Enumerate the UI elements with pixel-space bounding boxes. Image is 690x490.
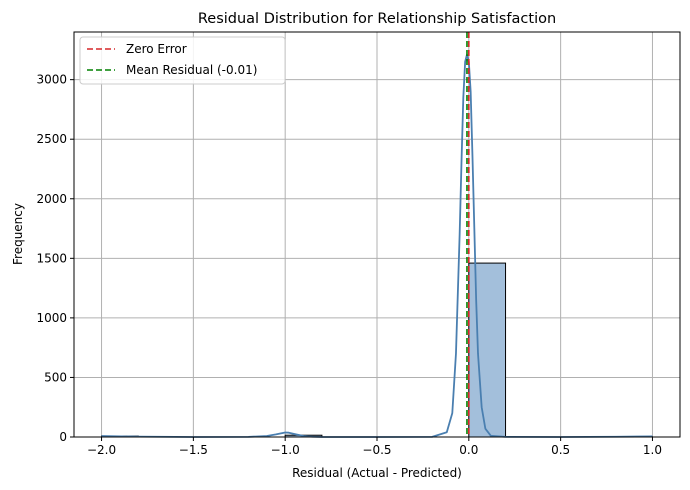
x-tick-label: −1.5 (179, 443, 208, 457)
reference-lines (466, 32, 470, 437)
kde-curve (101, 53, 653, 438)
legend-label: Zero Error (126, 42, 187, 56)
x-tick-label: −0.5 (362, 443, 391, 457)
legend: Zero Error Mean Residual (-0.01) (79, 36, 286, 85)
chart-title: Residual Distribution for Relationship S… (198, 11, 556, 27)
y-tick-label: 2500 (36, 132, 67, 146)
kde-line (101, 53, 653, 438)
legend-box (79, 36, 286, 85)
grid-lines (74, 32, 680, 438)
x-tick-label: −2.0 (87, 443, 116, 457)
y-tick-label: 3000 (36, 73, 67, 87)
y-tick-label: 1000 (36, 311, 67, 325)
y-tick-label: 2000 (36, 192, 67, 206)
y-axis-label: Frequency (11, 203, 25, 265)
y-axis-ticks: 0 500 1000 1500 2000 2500 3000 (36, 73, 74, 444)
legend-label: Mean Residual (-0.01) (126, 63, 257, 77)
x-tick-label: 0.5 (551, 443, 570, 457)
x-axis-label: Residual (Actual - Predicted) (292, 466, 462, 480)
x-tick-label: 1.0 (643, 443, 662, 457)
y-tick-label: 500 (44, 370, 67, 384)
x-axis-ticks: −2.0 −1.5 −1.0 −0.5 0.0 0.5 1.0 (87, 437, 662, 457)
x-tick-label: −1.0 (271, 443, 300, 457)
histogram-bar (468, 262, 507, 438)
y-tick-label: 0 (59, 430, 67, 444)
x-tick-label: 0.0 (459, 443, 478, 457)
y-tick-label: 1500 (36, 251, 67, 265)
